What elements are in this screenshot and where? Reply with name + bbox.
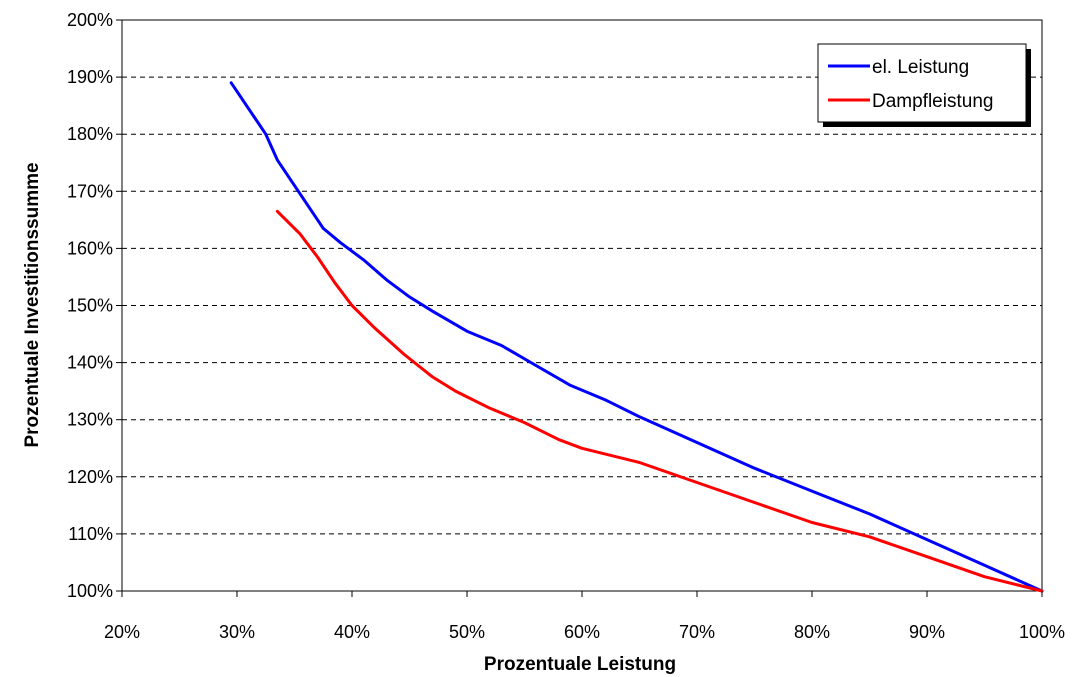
series-line-2 — [275, 209, 1044, 593]
x-tick-label: 40% — [334, 622, 370, 642]
x-tick-label: 50% — [449, 622, 485, 642]
y-tick-label: 140% — [67, 353, 113, 373]
y-tick-label: 160% — [67, 238, 113, 258]
x-tick-label: 70% — [679, 622, 715, 642]
x-tick-label: 90% — [909, 622, 945, 642]
y-tick-label: 110% — [68, 524, 113, 544]
y-axis-title: Prozentuale Investitionssumme — [22, 162, 43, 447]
y-tick-label: 150% — [67, 296, 113, 316]
y-axis-ticks: 100% 110% 120% 130% 140% 150% 160% 170% 180% 190%… — [67, 10, 122, 601]
x-tick-label: 100% — [1019, 622, 1065, 642]
y-tick-label: 170% — [67, 181, 113, 201]
legend-box — [817, 43, 1027, 123]
y-tick-label: 180% — [67, 124, 113, 144]
x-tick-label: 60% — [564, 622, 600, 642]
x-tick-label: 30% — [219, 622, 255, 642]
series-line-1 — [229, 81, 1044, 593]
legend-label: el. Leistung — [872, 57, 969, 78]
y-tick-label: 120% — [67, 467, 113, 487]
series-layer — [229, 81, 1044, 593]
y-tick-label: 130% — [67, 410, 113, 430]
y-tick-label: 190% — [67, 67, 113, 87]
y-tick-label: 200% — [67, 10, 113, 30]
x-axis-ticks: 20% 30% 40% 50% 60% 70% 80% 90% 100% — [104, 591, 1065, 642]
legend-label: Dampfleistung — [872, 91, 993, 112]
grid-lines — [122, 76, 1042, 535]
x-tick-label: 80% — [794, 622, 830, 642]
x-axis-title: Prozentuale Leistung — [484, 654, 676, 675]
y-tick-label: 100% — [67, 581, 113, 601]
legend: el. Leistung Dampfleistung — [817, 43, 1031, 127]
x-tick-label: 20% — [104, 622, 140, 642]
